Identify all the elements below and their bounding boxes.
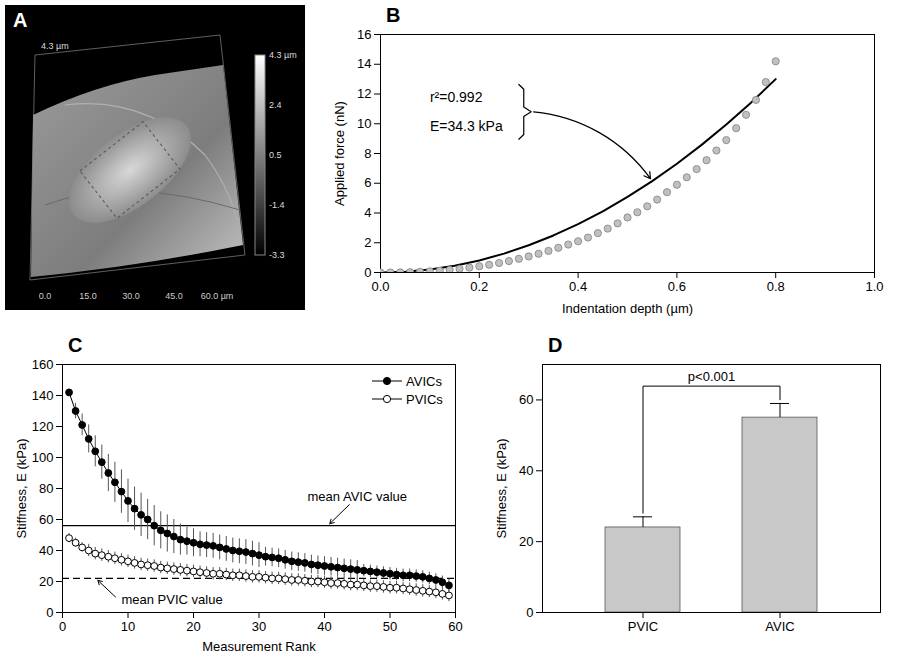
svg-text:160: 160 xyxy=(32,357,54,372)
svg-text:30.0: 30.0 xyxy=(122,291,140,301)
svg-text:120: 120 xyxy=(32,419,54,434)
svg-text:0: 0 xyxy=(59,619,66,634)
svg-text:0.0: 0.0 xyxy=(371,279,389,294)
svg-text:PVIC: PVIC xyxy=(628,619,658,634)
html-text:AVICs: AVICs xyxy=(406,373,442,389)
svg-text:40: 40 xyxy=(39,543,53,558)
svg-text:20: 20 xyxy=(39,574,53,589)
svg-text:0.6: 0.6 xyxy=(668,279,686,294)
svg-text:0.4: 0.4 xyxy=(569,279,587,294)
svg-text:40: 40 xyxy=(317,619,331,634)
svg-text:2: 2 xyxy=(364,235,371,250)
svg-text:Applied force (nN): Applied force (nN) xyxy=(332,101,347,206)
svg-text:p<0.001: p<0.001 xyxy=(688,369,735,384)
svg-text:60: 60 xyxy=(39,512,53,527)
svg-text:0.0: 0.0 xyxy=(39,291,52,301)
svg-text:20: 20 xyxy=(186,619,200,634)
svg-text:30: 30 xyxy=(252,619,266,634)
svg-text:Stiffness, E (kPa): Stiffness, E (kPa) xyxy=(494,438,509,538)
svg-text:Stiffness, E (kPa): Stiffness, E (kPa) xyxy=(14,438,29,538)
html-text:A: A xyxy=(13,9,28,31)
svg-text:8: 8 xyxy=(364,146,371,161)
svg-text:15.0: 15.0 xyxy=(79,291,97,301)
svg-text:14: 14 xyxy=(357,56,371,71)
svg-text:E=34.3 kPa: E=34.3 kPa xyxy=(430,118,503,134)
html-text:PVICs: PVICs xyxy=(406,391,443,407)
svg-text:Measurement Rank: Measurement Rank xyxy=(202,639,316,654)
svg-text:20: 20 xyxy=(519,534,533,549)
svg-text:12: 12 xyxy=(357,86,371,101)
svg-text:2.4: 2.4 xyxy=(269,100,282,110)
svg-text:80: 80 xyxy=(39,481,53,496)
svg-text:140: 140 xyxy=(32,388,54,403)
svg-text:10: 10 xyxy=(357,116,371,131)
svg-text:Indentation depth (µm): Indentation depth (µm) xyxy=(562,301,693,316)
svg-text:6: 6 xyxy=(364,175,371,190)
svg-text:0: 0 xyxy=(46,605,53,620)
svg-text:45.0: 45.0 xyxy=(165,291,183,301)
svg-text:16: 16 xyxy=(357,27,371,42)
svg-text:r²=0.992: r²=0.992 xyxy=(430,89,483,105)
svg-text:60: 60 xyxy=(519,392,533,407)
svg-text:0.8: 0.8 xyxy=(767,279,785,294)
svg-text:50: 50 xyxy=(383,619,397,634)
svg-text:4: 4 xyxy=(364,205,371,220)
svg-text:AVIC: AVIC xyxy=(765,619,794,634)
html-text:C: C xyxy=(68,334,83,356)
svg-text:40: 40 xyxy=(519,463,533,478)
svg-text:0: 0 xyxy=(526,605,533,620)
svg-text:4.3 µm: 4.3 µm xyxy=(269,50,297,60)
svg-text:60: 60 xyxy=(448,619,462,634)
svg-text:4.3 µm: 4.3 µm xyxy=(41,41,69,51)
svg-text:0.5: 0.5 xyxy=(269,150,282,160)
svg-text:10: 10 xyxy=(121,619,135,634)
svg-text:-1.4: -1.4 xyxy=(269,200,285,210)
svg-text:0.2: 0.2 xyxy=(470,279,488,294)
svg-text:mean AVIC value: mean AVIC value xyxy=(308,489,407,504)
svg-text:100: 100 xyxy=(32,450,54,465)
html-text:D: D xyxy=(548,334,563,356)
svg-text:-3.3: -3.3 xyxy=(269,250,285,260)
svg-text:60.0 µm: 60.0 µm xyxy=(201,291,234,301)
html-text:B: B xyxy=(386,4,401,26)
svg-text:1.0: 1.0 xyxy=(865,279,883,294)
svg-text:mean PVIC value: mean PVIC value xyxy=(121,592,222,607)
svg-text:0: 0 xyxy=(364,265,371,280)
